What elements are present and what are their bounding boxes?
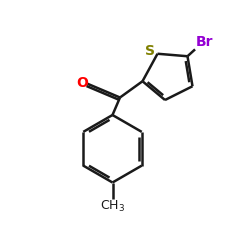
Text: CH$_3$: CH$_3$ bbox=[100, 199, 125, 214]
Text: S: S bbox=[146, 44, 156, 58]
Text: O: O bbox=[76, 76, 88, 90]
Text: Br: Br bbox=[196, 36, 213, 50]
